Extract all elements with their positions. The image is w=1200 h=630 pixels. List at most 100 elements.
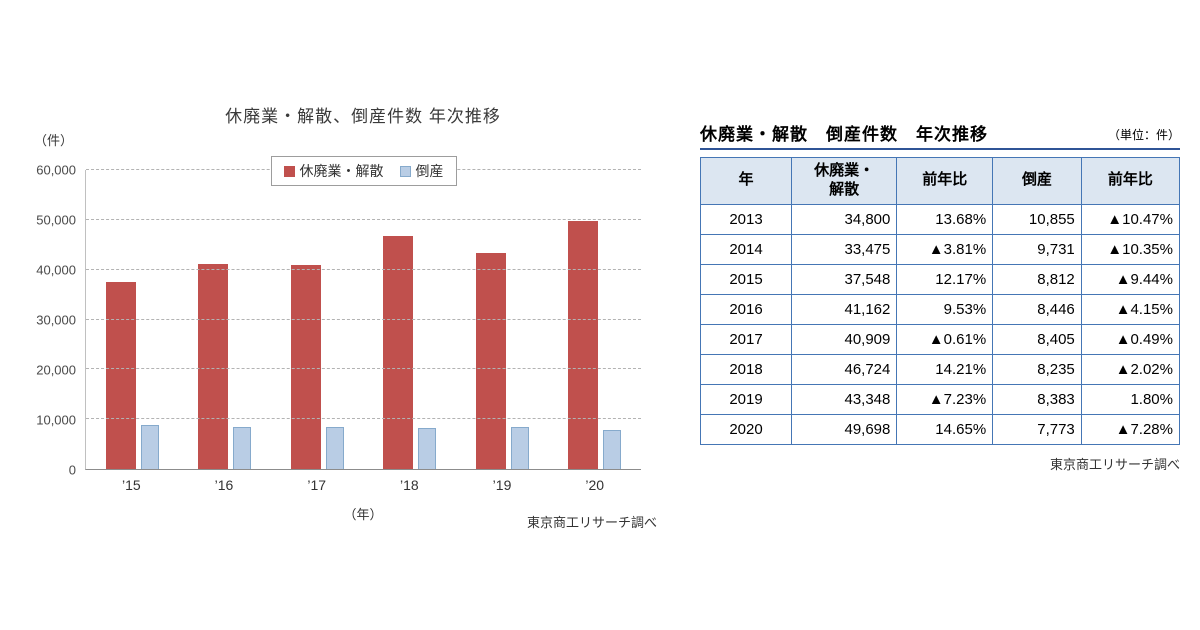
x-tick-label: ’16 (214, 477, 234, 493)
table-cell: 7,773 (992, 413, 1082, 445)
table-cell: ▲10.47% (1080, 203, 1181, 235)
table-cell: 2016 (700, 293, 792, 325)
y-tick-label: 0 (68, 462, 76, 478)
table-unit-note: （単位：件） (1107, 128, 1180, 142)
x-tick-label: ’20 (585, 477, 605, 493)
table-cell: ▲4.15% (1080, 293, 1181, 325)
table-row: 2015 37,548 12.17% 8,812 ▲9.44% (700, 263, 1181, 295)
table-cell: ▲9.44% (1080, 263, 1181, 295)
table-cell: 2015 (700, 263, 792, 295)
table-cell: 8,235 (992, 353, 1082, 385)
table-cell: 9,731 (992, 233, 1082, 265)
y-axis-labels: 0 10,000 20,000 30,000 40,000 50,000 60,000 (0, 163, 76, 478)
table-cell: 13.68% (896, 203, 994, 235)
chart-source-credit: 東京商工リサーチ調べ (526, 515, 657, 530)
table-cell: 2018 (700, 353, 792, 385)
x-axis-labels: ’15 ’16 ’17 ’18 ’19 ’20 (85, 477, 641, 493)
column-header: 前年比 (1080, 157, 1181, 205)
y-tick-label: 30,000 (36, 312, 76, 328)
table-row: 2017 40,909 ▲0.61% 8,405 ▲0.49% (700, 323, 1181, 355)
chart-title: 休廃業・解散、倒産件数 年次推移 (225, 107, 501, 126)
x-tick-label: ’17 (307, 477, 327, 493)
gridline (86, 318, 641, 320)
table-cell: 2017 (700, 323, 792, 355)
bar-group (86, 170, 179, 469)
table-row: 2019 43,348 ▲7.23% 8,383 1.80% (700, 383, 1181, 415)
table-cell: 49,698 (790, 413, 898, 445)
table-cell: 2020 (700, 413, 792, 445)
table-row: 2013 34,800 13.68% 10,855 ▲10.47% (700, 203, 1181, 235)
table-cell: 2014 (700, 233, 792, 265)
x-axis-unit-label: （年） (343, 507, 383, 522)
table-title-bar: 休廃業・解散 倒産件数 年次推移 （単位：件） (700, 120, 1180, 150)
table-cell: ▲7.28% (1080, 413, 1181, 445)
bar-group (456, 170, 549, 469)
y-tick-label: 10,000 (36, 412, 76, 428)
y-tick-label: 40,000 (36, 262, 76, 278)
table-cell: ▲0.61% (896, 323, 994, 355)
bar-休廃業・解散-’17 (290, 265, 321, 469)
column-header: 休廃業・ 解散 (790, 157, 898, 205)
table-cell: 46,724 (790, 353, 898, 385)
bar-groups (86, 170, 641, 469)
table-cell: 37,548 (790, 263, 898, 295)
x-tick-label: ’18 (400, 477, 419, 493)
bar-休廃業・解散-’20 (568, 221, 599, 469)
bar-休廃業・解散-’19 (475, 252, 506, 469)
table-cell: 12.17% (896, 263, 994, 295)
table-cell: 14.21% (896, 353, 994, 385)
x-tick-label: ’19 (492, 477, 512, 493)
bar-group (364, 170, 457, 469)
table-cell: 1.80% (1080, 383, 1181, 415)
legend-label: 休廃業・解散 (299, 163, 384, 179)
column-header: 前年比 (896, 157, 994, 205)
gridline (86, 368, 641, 370)
table-panel: 休廃業・解散 倒産件数 年次推移 （単位：件） 年休廃業・ 解散 前年比 倒産 前年比… (700, 120, 1181, 473)
bar-group (271, 170, 364, 469)
y-tick-label: 20,000 (36, 362, 76, 378)
bar-倒産-’17 (325, 427, 344, 469)
table-row: 2020 49,698 14.65% 7,773 ▲7.28% (700, 413, 1181, 445)
table-row: 2018 46,724 14.21% 8,235 ▲2.02% (700, 353, 1181, 385)
bar-休廃業・解散-’18 (383, 236, 414, 469)
bar-倒産-’19 (510, 427, 529, 469)
table-body: 2013 34,800 13.68% 10,855 ▲10.47% 2014 33,475 ▲… (700, 203, 1181, 445)
column-header: 年 (700, 157, 792, 205)
y-tick-label: 60,000 (36, 162, 76, 178)
table-cell: 41,162 (790, 293, 898, 325)
table-cell: 34,800 (790, 203, 898, 235)
table-cell: 43,348 (790, 383, 898, 415)
table-cell: ▲2.02% (1080, 353, 1181, 385)
data-table: 年休廃業・ 解散 前年比 倒産 前年比 2013 34,800 13.68% 10,855 ▲… (700, 157, 1181, 445)
table-cell: ▲10.35% (1080, 233, 1181, 265)
bar-休廃業・解散-’15 (105, 281, 136, 469)
table-cell: 10,855 (992, 203, 1082, 235)
bar-倒産-’18 (418, 427, 437, 469)
table-cell: 8,446 (992, 293, 1082, 325)
table-cell: 33,475 (790, 233, 898, 265)
table-header-row: 年休廃業・ 解散 前年比 倒産 前年比 (700, 157, 1181, 205)
table-title: 休廃業・解散 倒産件数 年次推移 (700, 125, 988, 144)
table-cell: 40,909 (790, 323, 898, 355)
bar-休廃業・解散-’16 (198, 263, 229, 469)
y-axis-unit-label: （件） (34, 133, 74, 148)
table-cell: ▲3.81% (896, 233, 994, 265)
table-source-credit: 東京商工リサーチ調べ (1049, 456, 1180, 472)
gridline (86, 218, 641, 220)
bar-倒産-’15 (140, 425, 159, 469)
bar-group (179, 170, 272, 469)
legend-label: 倒産 (415, 163, 444, 179)
legend-swatch-icon (283, 165, 295, 177)
legend-item: 休廃業・解散 (283, 161, 384, 181)
bar-倒産-’16 (233, 426, 252, 469)
table-cell: 2013 (700, 203, 792, 235)
legend-item: 倒産 (399, 161, 444, 181)
table-cell: ▲0.49% (1080, 323, 1181, 355)
table-cell: 9.53% (896, 293, 994, 325)
table-cell: ▲7.23% (896, 383, 994, 415)
gridline (86, 418, 641, 420)
legend-swatch-icon (399, 165, 411, 177)
table-cell: 8,383 (992, 383, 1082, 415)
plot-area: 休廃業・解散 倒産 (85, 156, 641, 470)
column-header: 倒産 (992, 157, 1082, 205)
